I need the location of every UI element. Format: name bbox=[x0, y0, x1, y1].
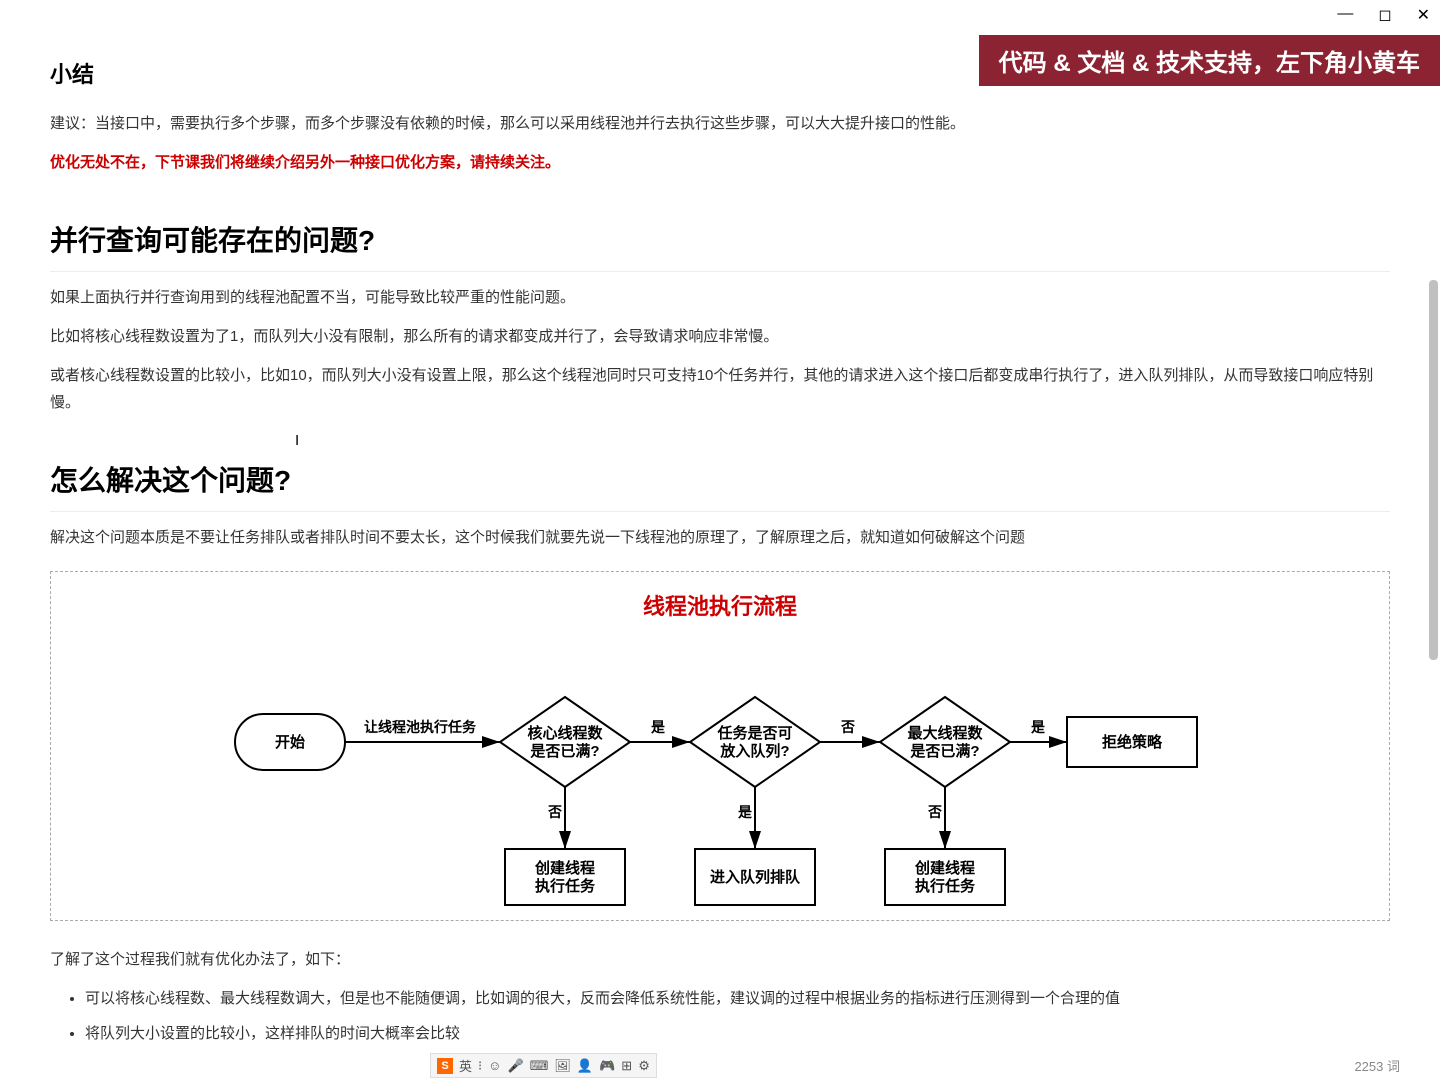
maximize-button[interactable]: ◻ bbox=[1378, 5, 1391, 25]
problem-p1: 如果上面执行并行查询用到的线程池配置不当，可能导致比较严重的性能问题。 bbox=[50, 284, 1390, 311]
after-p1: 了解了这个过程我们就有优化办法了，如下： bbox=[50, 946, 1390, 973]
problem-p2: 比如将核心线程数设置为了1，而队列大小没有限制，那么所有的请求都变成并行了，会导… bbox=[50, 323, 1390, 350]
text-cursor-icon: I bbox=[295, 432, 299, 449]
grid-icon[interactable]: ⊞ bbox=[621, 1058, 632, 1074]
svg-text:是否已满?: 是否已满? bbox=[909, 742, 979, 760]
svg-text:创建线程: 创建线程 bbox=[534, 859, 595, 877]
vertical-scrollbar[interactable] bbox=[1429, 280, 1438, 660]
svg-text:开始: 开始 bbox=[275, 733, 305, 751]
ime-logo-icon[interactable]: S bbox=[437, 1058, 453, 1074]
flowchart-title: 线程池执行流程 bbox=[66, 587, 1374, 627]
solution-intro: 解决这个问题本质是不要让任务排队或者排队时间不要太长，这个时候我们就要先说一下线… bbox=[50, 524, 1390, 551]
svg-text:任务是否可: 任务是否可 bbox=[716, 724, 792, 742]
minimize-button[interactable]: — bbox=[1337, 5, 1353, 25]
list-item: 将队列大小设置的比较小，这样排队的时间大概率会比较 bbox=[85, 1020, 1390, 1047]
picture-icon[interactable]: 🖼 bbox=[554, 1058, 571, 1074]
svg-text:是: 是 bbox=[738, 804, 753, 820]
svg-text:核心线程数: 核心线程数 bbox=[527, 724, 603, 742]
solution-heading: 怎么解决这个问题? bbox=[50, 456, 1390, 512]
close-button[interactable]: ✕ bbox=[1417, 5, 1430, 25]
svg-text:拒绝策略: 拒绝策略 bbox=[1102, 733, 1163, 751]
summary-p2: 优化无处不在，下节课我们将继续介绍另外一种接口优化方案，请持续关注。 bbox=[50, 149, 1390, 176]
svg-text:否: 否 bbox=[927, 804, 942, 820]
emoji-icon[interactable]: ☺ bbox=[488, 1058, 501, 1073]
promo-banner: 代码 & 文档 & 技术支持，左下角小黄车 bbox=[979, 35, 1440, 86]
word-count: 2253 词 bbox=[1354, 1056, 1400, 1075]
summary-p1: 建议：当接口中，需要执行多个步骤，而多个步骤没有依赖的时候，那么可以采用线程池并… bbox=[50, 110, 1390, 137]
flowchart-container: 线程池执行流程 开始核心线程数是否已满?任务是否可放入队列?最大线程数是否已满?… bbox=[50, 571, 1390, 921]
svg-text:创建线程: 创建线程 bbox=[914, 859, 975, 877]
document-body: 小结 建议：当接口中，需要执行多个步骤，而多个步骤没有依赖的时候，那么可以采用线… bbox=[0, 0, 1440, 1047]
svg-text:是否已满?: 是否已满? bbox=[529, 742, 599, 760]
ime-lang[interactable]: 英 bbox=[459, 1056, 472, 1075]
svg-text:否: 否 bbox=[547, 804, 562, 820]
status-bar: S 英 ⁝ ☺ 🎤 ⌨ 🖼 👤 🎮 ⊞ ⚙ 2253 词 bbox=[430, 1053, 1430, 1078]
list-item: 可以将核心线程数、最大线程数调大，但是也不能随便调，比如调的很大，反而会降低系统… bbox=[85, 985, 1390, 1012]
keyboard-icon[interactable]: ⌨ bbox=[530, 1058, 549, 1074]
ime-menu-icon[interactable]: ⁝ bbox=[478, 1058, 482, 1074]
ime-toolbar[interactable]: S 英 ⁝ ☺ 🎤 ⌨ 🖼 👤 🎮 ⊞ ⚙ bbox=[430, 1053, 657, 1078]
svg-text:进入队列排队: 进入队列排队 bbox=[710, 868, 801, 886]
svg-text:最大线程数: 最大线程数 bbox=[907, 724, 983, 742]
svg-text:否: 否 bbox=[840, 719, 855, 735]
problem-heading: 并行查询可能存在的问题? bbox=[50, 216, 1390, 272]
problem-p3: 或者核心线程数设置的比较小，比如10，而队列大小没有设置上限，那么这个线程池同时… bbox=[50, 362, 1390, 416]
mic-icon[interactable]: 🎤 bbox=[507, 1058, 523, 1074]
flowchart-svg: 开始核心线程数是否已满?任务是否可放入队列?最大线程数是否已满?拒绝策略创建线程… bbox=[220, 642, 1220, 922]
svg-text:是: 是 bbox=[651, 719, 666, 735]
svg-text:让线程池执行任务: 让线程池执行任务 bbox=[364, 719, 477, 735]
svg-text:执行任务: 执行任务 bbox=[535, 877, 596, 895]
user-icon[interactable]: 👤 bbox=[577, 1058, 593, 1074]
svg-text:放入队列?: 放入队列? bbox=[719, 742, 789, 760]
game-icon[interactable]: 🎮 bbox=[599, 1058, 615, 1074]
svg-text:是: 是 bbox=[1031, 719, 1046, 735]
gear-icon[interactable]: ⚙ bbox=[638, 1058, 650, 1074]
optimization-list: 可以将核心线程数、最大线程数调大，但是也不能随便调，比如调的很大，反而会降低系统… bbox=[85, 985, 1390, 1047]
svg-text:执行任务: 执行任务 bbox=[915, 877, 976, 895]
window-controls: — ◻ ✕ bbox=[1337, 5, 1430, 25]
